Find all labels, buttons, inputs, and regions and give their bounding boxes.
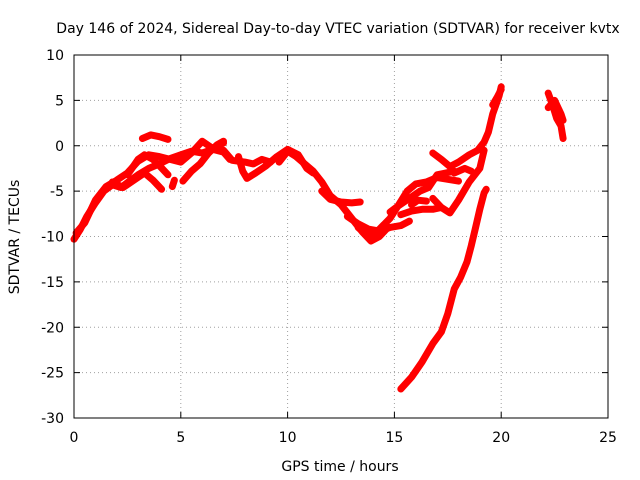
y-tick-label: -5 [50, 184, 64, 200]
y-tick-label: -25 [41, 366, 64, 382]
plot-frame [73, 54, 609, 419]
chart-title: Day 146 of 2024, Sidereal Day-to-day VTE… [56, 21, 619, 37]
series-track-15 [397, 204, 445, 219]
series-track-17 [429, 146, 488, 217]
x-tick-label: 15 [385, 430, 403, 446]
y-tick-label: -20 [41, 320, 64, 336]
series-track-4 [123, 151, 172, 179]
series-track-20 [489, 86, 505, 109]
y-tick-label: -15 [41, 275, 64, 291]
series-track-16 [408, 196, 430, 209]
series-track-3 [108, 169, 166, 193]
axis-ticks: 0 5 10 15 20 25 -30 -25 -20 -15 -10 -5 0 5 10 [41, 48, 617, 446]
y-tick-label: -30 [41, 411, 64, 427]
x-tick-label: 5 [176, 430, 185, 446]
series-track-21 [397, 185, 490, 393]
series-track-6 [168, 176, 178, 191]
y-axis-label: SDTVAR / TECUs [7, 180, 23, 295]
plot-area [70, 83, 567, 393]
y-tick-label: -10 [41, 230, 64, 246]
y-tick-label: 5 [55, 93, 64, 109]
x-tick-label: 0 [70, 430, 79, 446]
series-track-7 [179, 137, 227, 185]
series-track-11 [318, 187, 364, 207]
y-tick-label: 0 [55, 139, 64, 155]
series-track-8 [220, 146, 274, 168]
x-axis-label: GPS time / hours [281, 459, 398, 475]
series-track-5 [138, 131, 172, 143]
x-tick-label: 10 [279, 430, 297, 446]
series-track-14 [386, 167, 458, 216]
series-track-13 [354, 174, 462, 240]
series-track-18 [429, 83, 505, 171]
series-track-23 [544, 96, 567, 124]
x-tick-label: 25 [599, 430, 617, 446]
series-track-19 [450, 164, 475, 177]
x-tick-label: 20 [492, 430, 510, 446]
grid-lines [74, 55, 608, 418]
y-tick-label: 10 [46, 48, 64, 64]
